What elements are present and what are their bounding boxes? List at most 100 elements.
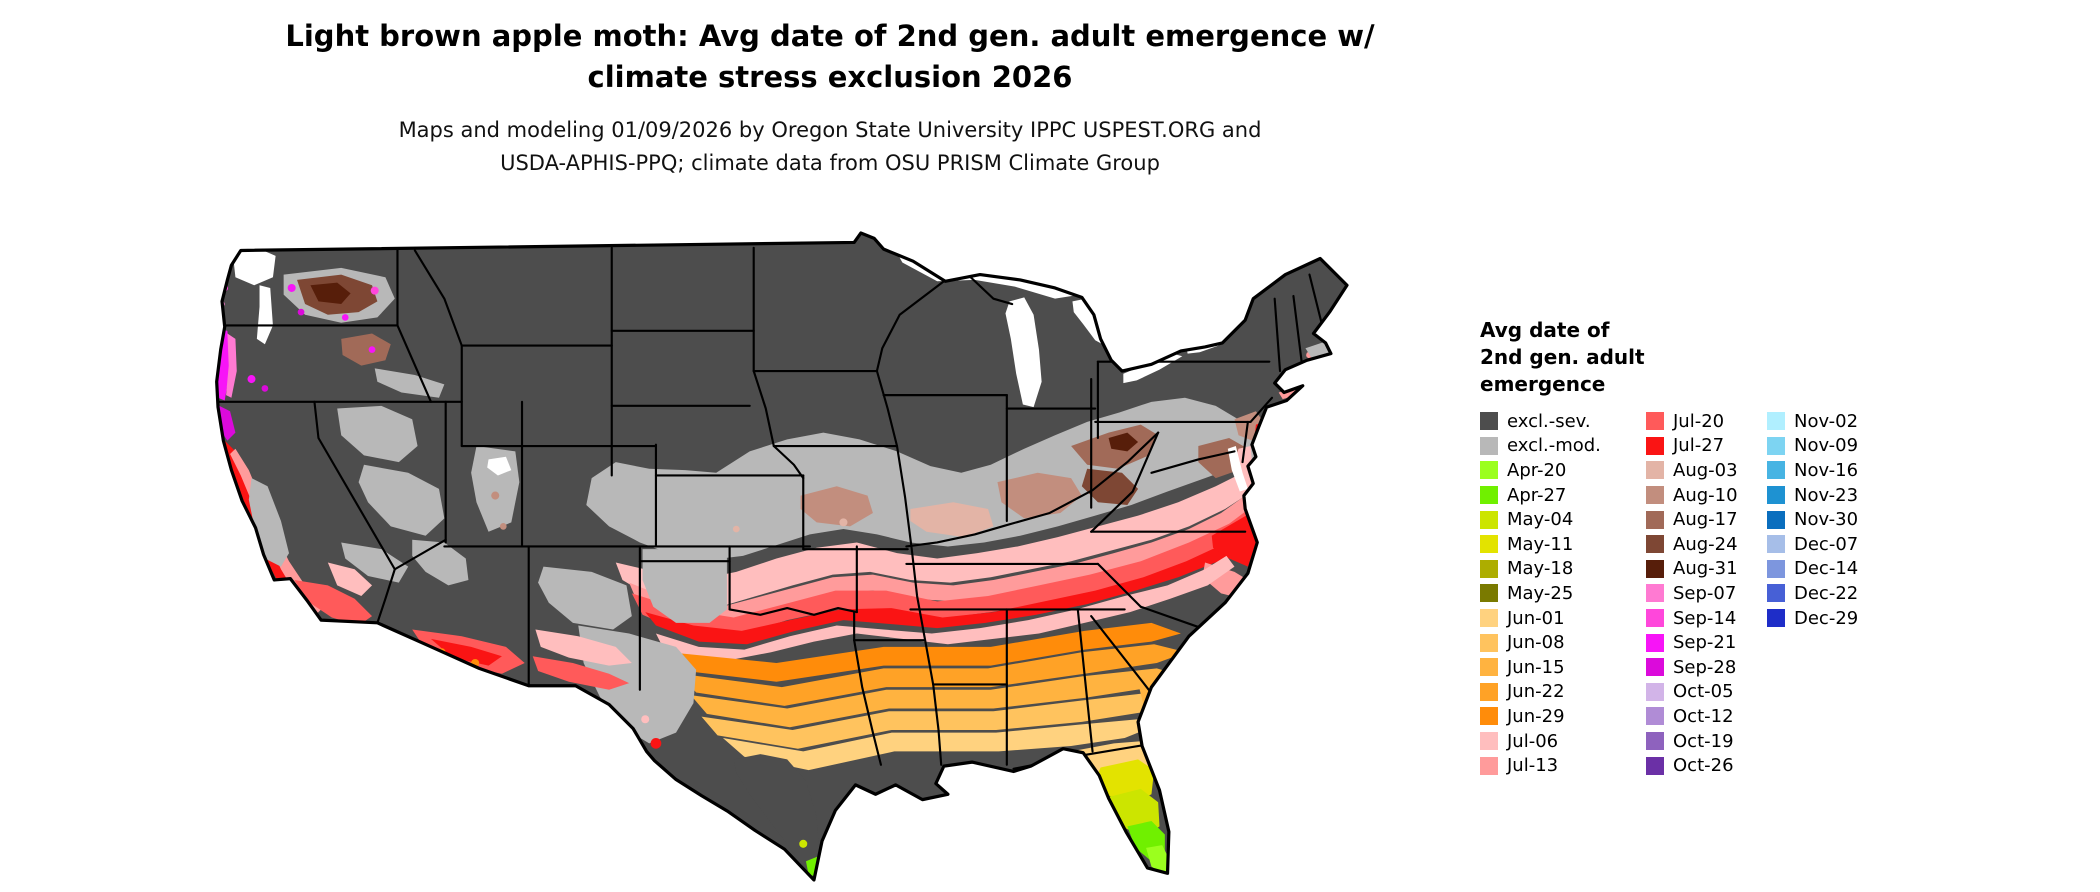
page-title: Light brown apple moth: Avg date of 2nd … [0, 16, 1660, 98]
patch-ozark-aug10 [800, 486, 873, 527]
legend-label: May-11 [1507, 533, 1574, 555]
legend-label: May-04 [1507, 509, 1574, 531]
state-borders [216, 246, 1330, 770]
legend-row: Nov-09 [1767, 434, 1858, 459]
state-border [1241, 420, 1249, 464]
legend-swatch-oct26 [1646, 756, 1664, 775]
state-border [1277, 373, 1330, 382]
legend-row: Jun-15 [1480, 655, 1646, 680]
legend-row: May-04 [1480, 507, 1646, 532]
legend-swatch-excl_sev [1480, 412, 1498, 431]
legend-swatch-jun08 [1480, 633, 1498, 652]
legend-label: Nov-30 [1794, 509, 1859, 531]
legend-row: Dec-14 [1767, 557, 1858, 582]
legend-label: Dec-29 [1794, 607, 1859, 629]
legend-label: Jun-29 [1507, 705, 1565, 727]
legend-row: Dec-22 [1767, 581, 1858, 606]
legend-row: Sep-07 [1646, 581, 1767, 606]
legend-label: Dec-14 [1794, 558, 1859, 580]
state-border [1292, 294, 1304, 373]
legend-row: Sep-28 [1646, 655, 1767, 680]
legend-swatch-dec07 [1767, 535, 1785, 554]
legend-swatch-dec22 [1767, 584, 1785, 603]
legend-label: Oct-19 [1673, 730, 1734, 752]
legend-swatch-dec14 [1767, 559, 1785, 578]
patch-virginia-coast-red [1211, 512, 1256, 567]
legend-row: Oct-26 [1646, 753, 1767, 778]
legend-swatch-sep14 [1646, 609, 1664, 628]
state-border [1090, 431, 1160, 533]
region-tx-panhandle-gray [642, 549, 727, 623]
legend-swatch-aug03 [1646, 461, 1664, 480]
legend-row: Aug-17 [1646, 507, 1767, 532]
legend-swatch-may04 [1480, 510, 1498, 529]
legend-title-line-1: Avg date of [1480, 318, 1610, 342]
legend-swatch-jun15 [1480, 658, 1498, 677]
region-olympics-white [232, 247, 276, 286]
patch-capecod-gray [1305, 341, 1331, 359]
state-border [752, 369, 775, 448]
subtitle-line-2: USDA-APHIS-PPQ; climate data from OSU PR… [500, 151, 1160, 175]
legend-row: Dec-07 [1767, 532, 1858, 557]
legend-label: Nov-23 [1794, 484, 1859, 506]
legend-label: Aug-24 [1673, 533, 1738, 555]
legend-swatch-aug31 [1646, 559, 1664, 578]
band-jul13 [629, 495, 1256, 623]
legend-swatch-aug10 [1646, 486, 1664, 505]
legend-swatch-apr20 [1480, 461, 1498, 480]
legend-row: Nov-30 [1767, 507, 1858, 532]
legend-row: Aug-03 [1646, 458, 1767, 483]
patch-columbia-aug31 [310, 282, 351, 305]
legend-column: Nov-02 Nov-09 Nov-16 Nov-23 Nov-30 Dec-07 Dec-… [1767, 409, 1858, 630]
speckle-utah-aug10 [499, 523, 507, 530]
legend-swatch-nov09 [1767, 436, 1785, 455]
legend-swatch-may18 [1480, 559, 1498, 578]
legend-row: Apr-27 [1480, 483, 1646, 508]
legend-swatch-jul20 [1646, 412, 1664, 431]
state-border [1308, 380, 1314, 406]
legend-row: Jul-20 [1646, 409, 1767, 434]
region-south-texas-dark [733, 754, 820, 875]
state-border [313, 400, 396, 571]
state-border [772, 444, 805, 480]
state-border [1273, 297, 1282, 373]
legend-row: Dec-29 [1767, 606, 1858, 631]
speckle-or-cascades [261, 385, 269, 392]
band-jul20 [631, 507, 1259, 637]
state-border [905, 431, 1160, 548]
band-jun29 [669, 622, 1181, 682]
patch-socal-jul06 [327, 562, 373, 597]
legend-label: Jun-01 [1507, 607, 1565, 629]
legend-row: Nov-02 [1767, 409, 1858, 434]
speckle-ct-jul20 [1293, 368, 1299, 374]
legend-label: Nov-16 [1794, 459, 1859, 481]
chesapeake-bay [1227, 446, 1248, 492]
state-border [853, 639, 883, 766]
legend-row: excl.-sev. [1480, 409, 1646, 434]
legend-row: Sep-21 [1646, 630, 1767, 655]
band-jun01-gulf [722, 719, 1152, 771]
speckle-wa-sep28 [297, 308, 305, 316]
lake-michigan [1005, 297, 1042, 408]
legend-row: Aug-24 [1646, 532, 1767, 557]
us-map [215, 231, 1349, 882]
legend-swatch-jul13 [1480, 756, 1498, 775]
legend-swatch-apr27 [1480, 486, 1498, 505]
speckle-aug03 [933, 525, 942, 534]
band-jun22 [680, 644, 1187, 706]
legend-swatch-sep07 [1646, 584, 1664, 603]
legend-swatch-nov30 [1767, 510, 1785, 529]
region-nm-gray [538, 566, 632, 630]
legend-label: May-25 [1507, 582, 1574, 604]
page-subtitle: Maps and modeling 01/09/2026 by Oregon S… [0, 114, 1660, 180]
legend-column: Jul-20 Jul-27 Aug-03 Aug-10 Aug-17 Aug-24 Aug-… [1646, 409, 1767, 778]
legend-swatch-jul06 [1480, 732, 1498, 751]
patch-appalachia-aug31 [1108, 432, 1139, 452]
patch-nm-jul20 [532, 656, 630, 690]
legend-label: Jun-08 [1507, 632, 1565, 654]
region-cascades-white [256, 285, 273, 345]
legend-swatch-may25 [1480, 584, 1498, 603]
speckle-or-cascades [247, 375, 256, 384]
legend-row: Oct-05 [1646, 680, 1767, 705]
